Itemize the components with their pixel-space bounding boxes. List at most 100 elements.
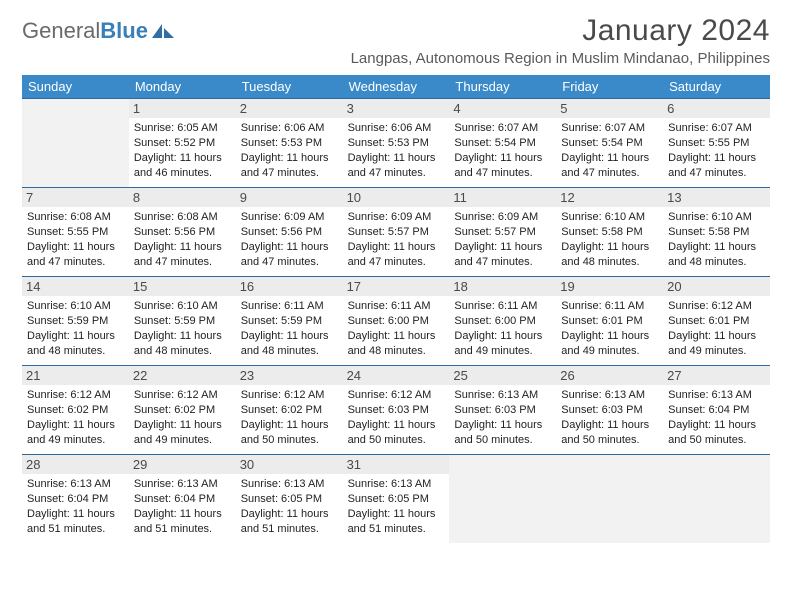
location: Langpas, Autonomous Region in Muslim Min… — [351, 50, 770, 67]
day-number: 8 — [129, 188, 236, 207]
sunset-line: Sunset: 6:02 PM — [134, 403, 231, 418]
sunset-line: Sunset: 5:57 PM — [348, 225, 445, 240]
sunrise-line: Sunrise: 6:13 AM — [27, 477, 124, 492]
month-year: January 2024 — [351, 14, 770, 48]
daylight-line: Daylight: 11 hours and 51 minutes. — [241, 507, 338, 537]
sunrise-line: Sunrise: 6:09 AM — [348, 210, 445, 225]
dow-saturday: Saturday — [663, 75, 770, 98]
sunset-line: Sunset: 5:54 PM — [454, 136, 551, 151]
day-cell: 26Sunrise: 6:13 AMSunset: 6:03 PMDayligh… — [556, 366, 663, 454]
day-cell: 19Sunrise: 6:11 AMSunset: 6:01 PMDayligh… — [556, 277, 663, 365]
sunset-line: Sunset: 6:04 PM — [27, 492, 124, 507]
dow-tuesday: Tuesday — [236, 75, 343, 98]
day-cell: 14Sunrise: 6:10 AMSunset: 5:59 PMDayligh… — [22, 277, 129, 365]
day-number: 3 — [343, 99, 450, 118]
day-number: 21 — [22, 366, 129, 385]
calendar-week: 14Sunrise: 6:10 AMSunset: 5:59 PMDayligh… — [22, 276, 770, 365]
sunset-line: Sunset: 5:55 PM — [668, 136, 765, 151]
calendar: Sunday Monday Tuesday Wednesday Thursday… — [22, 75, 770, 543]
day-number: 5 — [556, 99, 663, 118]
daylight-line: Daylight: 11 hours and 50 minutes. — [668, 418, 765, 448]
daylight-line: Daylight: 11 hours and 51 minutes. — [134, 507, 231, 537]
sunset-line: Sunset: 6:02 PM — [241, 403, 338, 418]
sunrise-line: Sunrise: 6:10 AM — [561, 210, 658, 225]
sunrise-line: Sunrise: 6:09 AM — [241, 210, 338, 225]
day-number: 29 — [129, 455, 236, 474]
daylight-line: Daylight: 11 hours and 47 minutes. — [668, 151, 765, 181]
sunset-line: Sunset: 5:55 PM — [27, 225, 124, 240]
sunset-line: Sunset: 5:52 PM — [134, 136, 231, 151]
sunrise-line: Sunrise: 6:10 AM — [27, 299, 124, 314]
dow-monday: Monday — [129, 75, 236, 98]
day-number: 15 — [129, 277, 236, 296]
day-number: 26 — [556, 366, 663, 385]
day-number: 10 — [343, 188, 450, 207]
dow-thursday: Thursday — [449, 75, 556, 98]
daylight-line: Daylight: 11 hours and 47 minutes. — [454, 240, 551, 270]
daylight-line: Daylight: 11 hours and 48 minutes. — [134, 329, 231, 359]
sunrise-line: Sunrise: 6:10 AM — [134, 299, 231, 314]
sunrise-line: Sunrise: 6:06 AM — [348, 121, 445, 136]
day-cell: 5Sunrise: 6:07 AMSunset: 5:54 PMDaylight… — [556, 99, 663, 187]
sunset-line: Sunset: 5:58 PM — [668, 225, 765, 240]
logo-text-1: General — [22, 18, 100, 43]
sunrise-line: Sunrise: 6:13 AM — [134, 477, 231, 492]
daylight-line: Daylight: 11 hours and 51 minutes. — [348, 507, 445, 537]
day-number: 2 — [236, 99, 343, 118]
sunrise-line: Sunrise: 6:12 AM — [668, 299, 765, 314]
daylight-line: Daylight: 11 hours and 49 minutes. — [27, 418, 124, 448]
day-number: 22 — [129, 366, 236, 385]
sunset-line: Sunset: 6:04 PM — [134, 492, 231, 507]
sunset-line: Sunset: 6:03 PM — [348, 403, 445, 418]
day-cell: 17Sunrise: 6:11 AMSunset: 6:00 PMDayligh… — [343, 277, 450, 365]
day-number: 24 — [343, 366, 450, 385]
dow-wednesday: Wednesday — [343, 75, 450, 98]
sunset-line: Sunset: 5:59 PM — [134, 314, 231, 329]
sunrise-line: Sunrise: 6:10 AM — [668, 210, 765, 225]
daylight-line: Daylight: 11 hours and 48 minutes. — [348, 329, 445, 359]
sunrise-line: Sunrise: 6:09 AM — [454, 210, 551, 225]
daylight-line: Daylight: 11 hours and 49 minutes. — [561, 329, 658, 359]
daylight-line: Daylight: 11 hours and 47 minutes. — [454, 151, 551, 181]
day-cell: 8Sunrise: 6:08 AMSunset: 5:56 PMDaylight… — [129, 188, 236, 276]
day-cell: 16Sunrise: 6:11 AMSunset: 5:59 PMDayligh… — [236, 277, 343, 365]
day-number: 1 — [129, 99, 236, 118]
sunrise-line: Sunrise: 6:11 AM — [454, 299, 551, 314]
day-cell: 7Sunrise: 6:08 AMSunset: 5:55 PMDaylight… — [22, 188, 129, 276]
empty-cell — [449, 455, 556, 543]
day-number: 25 — [449, 366, 556, 385]
day-cell: 30Sunrise: 6:13 AMSunset: 6:05 PMDayligh… — [236, 455, 343, 543]
day-cell: 1 Sunrise: 6:05 AMSunset: 5:52 PMDaylight… — [129, 99, 236, 187]
sunrise-line: Sunrise: 6:13 AM — [454, 388, 551, 403]
sunset-line: Sunset: 6:01 PM — [668, 314, 765, 329]
sunrise-line: Sunrise: 6:13 AM — [668, 388, 765, 403]
day-cell: 25Sunrise: 6:13 AMSunset: 6:03 PMDayligh… — [449, 366, 556, 454]
daylight-line: Daylight: 11 hours and 47 minutes. — [241, 151, 338, 181]
empty-cell — [556, 455, 663, 543]
sunset-line: Sunset: 5:58 PM — [561, 225, 658, 240]
daylight-line: Daylight: 11 hours and 49 minutes. — [454, 329, 551, 359]
daylight-line: Daylight: 11 hours and 47 minutes. — [241, 240, 338, 270]
daylight-line: Daylight: 11 hours and 48 minutes. — [241, 329, 338, 359]
day-number: 16 — [236, 277, 343, 296]
dow-friday: Friday — [556, 75, 663, 98]
logo-sail-icon — [150, 22, 176, 40]
day-number: 19 — [556, 277, 663, 296]
daylight-line: Daylight: 11 hours and 50 minutes. — [454, 418, 551, 448]
daylight-line: Daylight: 11 hours and 49 minutes. — [668, 329, 765, 359]
daylight-line: Daylight: 11 hours and 46 minutes. — [134, 151, 231, 181]
sunset-line: Sunset: 5:53 PM — [241, 136, 338, 151]
day-number: 18 — [449, 277, 556, 296]
calendar-week: 7Sunrise: 6:08 AMSunset: 5:55 PMDaylight… — [22, 187, 770, 276]
day-number: 9 — [236, 188, 343, 207]
day-number: 23 — [236, 366, 343, 385]
dow-row: Sunday Monday Tuesday Wednesday Thursday… — [22, 75, 770, 98]
sunrise-line: Sunrise: 6:05 AM — [134, 121, 231, 136]
day-cell: 10Sunrise: 6:09 AMSunset: 5:57 PMDayligh… — [343, 188, 450, 276]
daylight-line: Daylight: 11 hours and 51 minutes. — [27, 507, 124, 537]
sunset-line: Sunset: 6:05 PM — [241, 492, 338, 507]
daylight-line: Daylight: 11 hours and 48 minutes. — [668, 240, 765, 270]
sunset-line: Sunset: 5:57 PM — [454, 225, 551, 240]
day-cell: 23Sunrise: 6:12 AMSunset: 6:02 PMDayligh… — [236, 366, 343, 454]
sunrise-line: Sunrise: 6:11 AM — [348, 299, 445, 314]
